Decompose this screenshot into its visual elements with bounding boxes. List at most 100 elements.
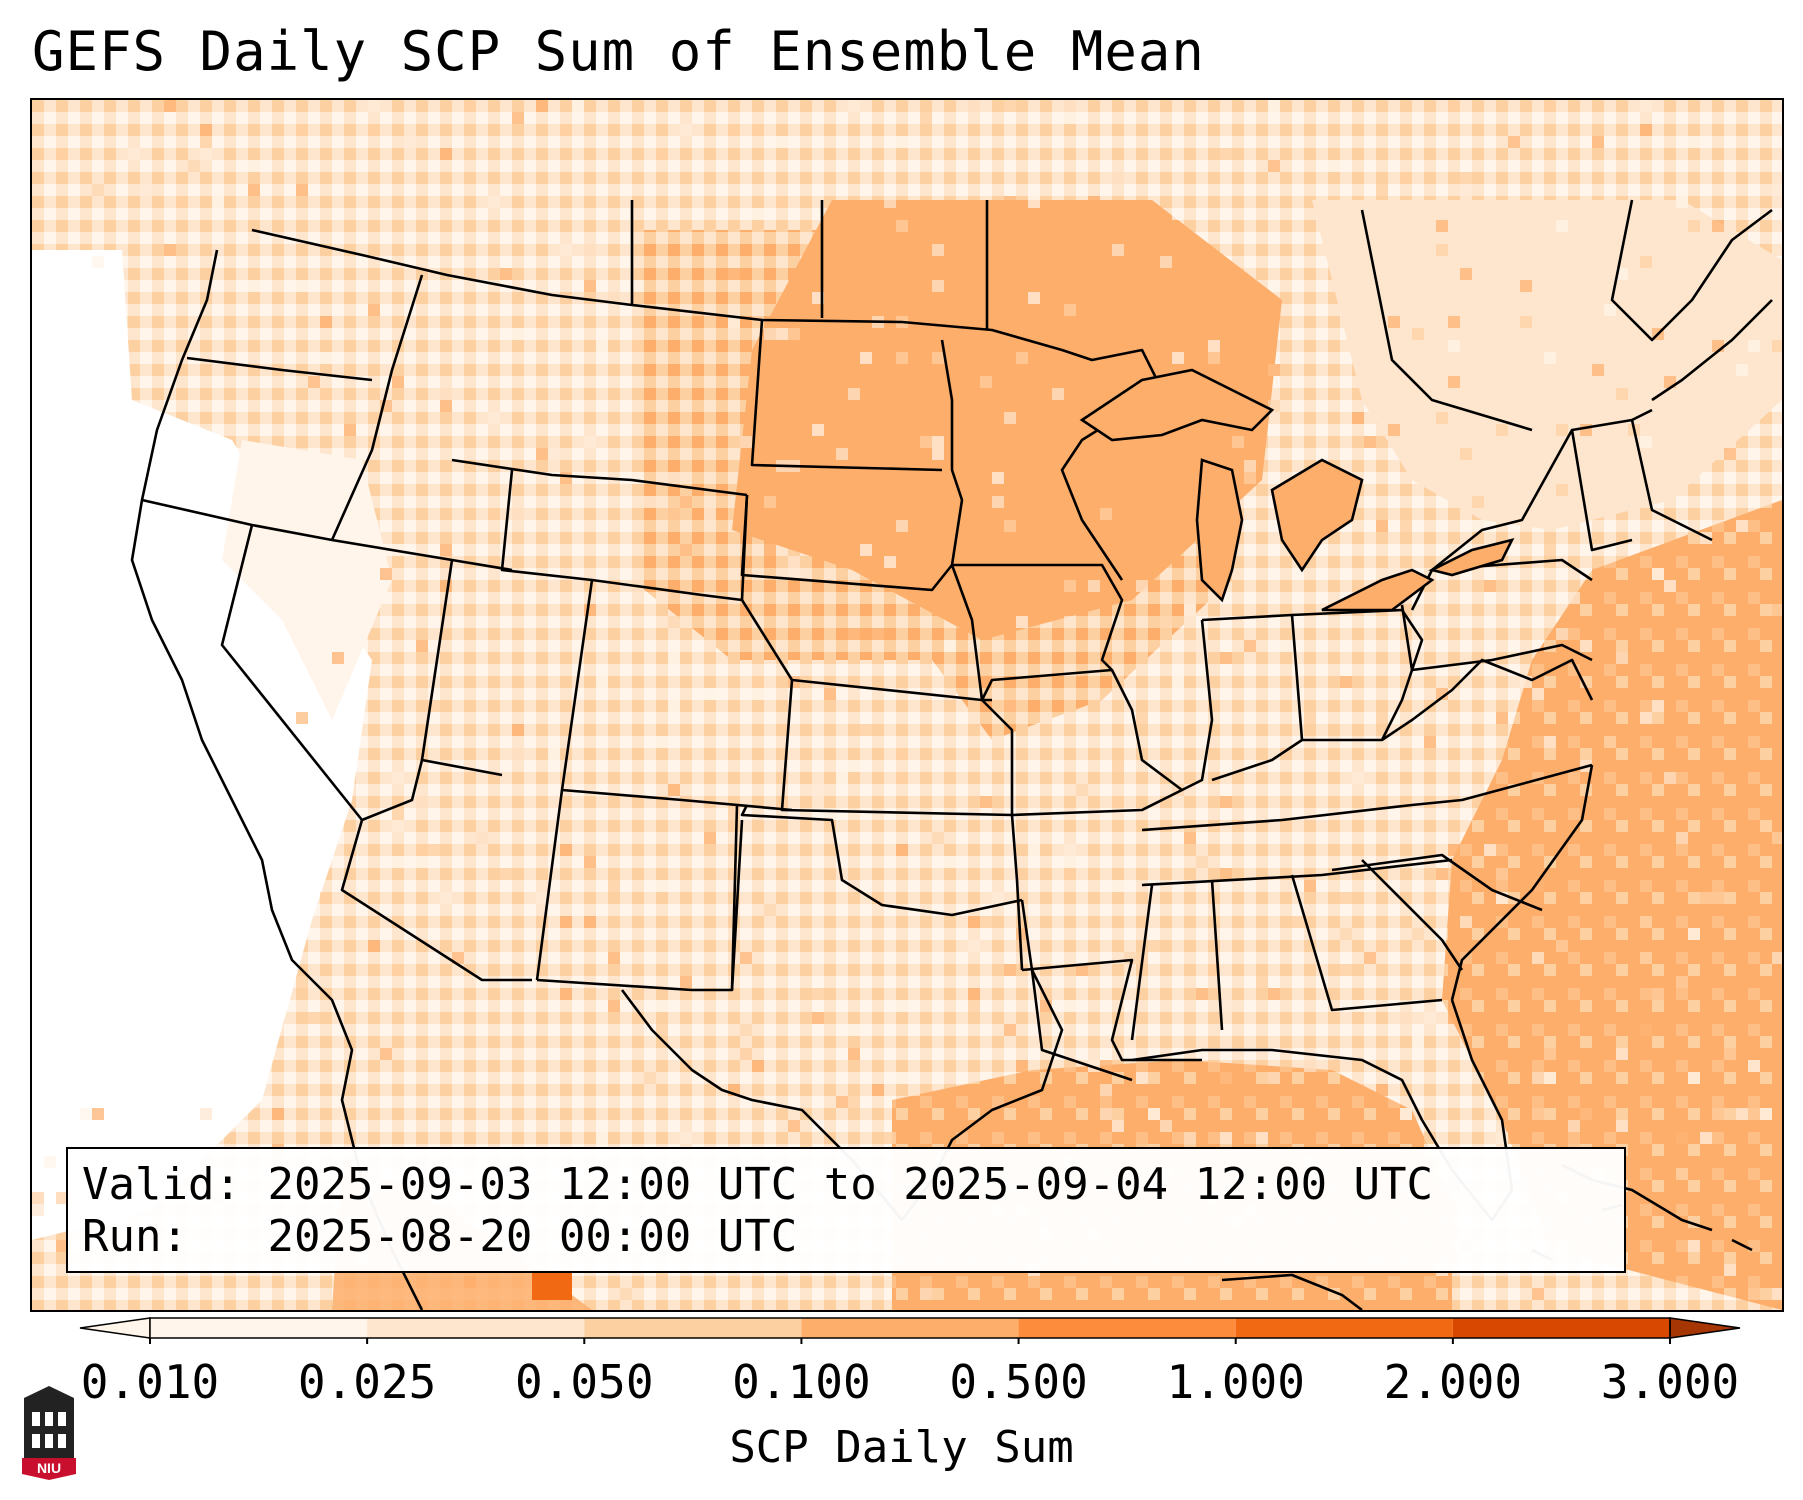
grid-cell (668, 928, 680, 940)
grid-cell (788, 244, 800, 256)
map-frame (30, 98, 1784, 1312)
grid-cell (1772, 952, 1782, 964)
grid-cell (1568, 1120, 1580, 1132)
grid-cell (908, 1084, 920, 1096)
grid-cell (1064, 304, 1076, 316)
northeast-region (1312, 200, 1782, 530)
grid-cell (1532, 880, 1544, 892)
grid-cell (1388, 784, 1400, 796)
grid-cell (1580, 892, 1592, 904)
grid-cell (1484, 928, 1496, 940)
grid-cell (812, 1012, 824, 1024)
grid-cell (1748, 1108, 1760, 1120)
grid-cell (248, 184, 260, 196)
grid-cell (1064, 112, 1076, 124)
grid-cell (1568, 268, 1580, 280)
colorbar-segment (1018, 1318, 1236, 1338)
grid-cell (560, 424, 572, 436)
grid-cell (1160, 580, 1172, 592)
logo-text: NIU (37, 1460, 61, 1476)
scp-map (32, 100, 1782, 1310)
grid-cell (1004, 100, 1016, 112)
grid-cell (1112, 880, 1124, 892)
grid-cell (1376, 952, 1388, 964)
grid-cell (1760, 820, 1772, 832)
grid-cell (560, 472, 572, 484)
grid-cell (1448, 100, 1460, 112)
grid-cell (1652, 700, 1664, 712)
colorbar-segment (150, 1318, 368, 1338)
grid-cell (1436, 616, 1448, 628)
grid-cell (1700, 1132, 1712, 1144)
grid-cell (1364, 436, 1376, 448)
grid-cell (536, 892, 548, 904)
grid-cell (668, 784, 680, 796)
grid-cell (1436, 688, 1448, 700)
grid-cell (440, 580, 452, 592)
grid-cell (548, 748, 560, 760)
grid-cell (164, 100, 176, 112)
grid-cell (1304, 1060, 1316, 1072)
grid-cell (1028, 292, 1040, 304)
grid-cell (632, 340, 644, 352)
colorbar-tick-label: 3.000 (1600, 1355, 1740, 1409)
grid-cell (560, 988, 572, 1000)
grid-cell (932, 448, 944, 460)
grid-cell (500, 868, 512, 880)
grid-cell (1352, 772, 1364, 784)
grid-cell (1028, 844, 1040, 856)
grid-cell (548, 448, 560, 460)
grid-cell (704, 508, 716, 520)
grid-cell (1700, 388, 1712, 400)
grid-cell (320, 388, 332, 400)
grid-cell (1004, 1024, 1016, 1036)
grid-cell (392, 772, 404, 784)
grid-cell (1304, 712, 1316, 724)
grid-cell (680, 124, 692, 136)
grid-cell (680, 1132, 692, 1144)
grid-cell (200, 136, 212, 148)
grid-cell (1436, 184, 1448, 196)
grid-cell (764, 940, 776, 952)
grid-cell (1712, 892, 1724, 904)
grid-cell (1004, 412, 1016, 424)
grid-cell (1532, 952, 1544, 964)
grid-cell (1688, 928, 1700, 940)
colorbar-tick-label: 0.050 (515, 1355, 654, 1409)
grid-cell (1556, 940, 1568, 952)
grid-cell (1640, 916, 1652, 928)
grid-cell (968, 1000, 980, 1012)
grid-cell (140, 220, 152, 232)
grid-cell (488, 412, 500, 424)
grid-cell (1064, 448, 1076, 460)
grid-cell (1112, 796, 1124, 808)
colorbar-tick-label: 0.010 (80, 1355, 220, 1409)
grid-cell (1124, 952, 1136, 964)
grid-cell (1268, 160, 1280, 172)
grid-cell (764, 328, 776, 340)
grid-cell (1688, 220, 1700, 232)
colorbar-tick-label: 1.000 (1166, 1355, 1305, 1409)
grid-cell (728, 268, 740, 280)
grid-cell (980, 796, 992, 808)
grid-cell (1184, 316, 1196, 328)
grid-cell (1556, 628, 1568, 640)
grid-cell (608, 1000, 620, 1012)
grid-cell (776, 448, 788, 460)
grid-cell (1268, 988, 1280, 1000)
grid-cell (1508, 136, 1520, 148)
grid-cell (1640, 952, 1652, 964)
grid-cell (1460, 916, 1472, 928)
grid-cell (1220, 652, 1232, 664)
grid-cell (944, 640, 956, 652)
grid-cell (212, 196, 224, 208)
grid-cell (656, 1024, 668, 1036)
grid-cell (848, 1024, 860, 1036)
grid-cell (980, 376, 992, 388)
grid-cell (932, 832, 944, 844)
grid-cell (1592, 364, 1604, 376)
colorbar-segment (1452, 1318, 1670, 1338)
grid-cell (1724, 1048, 1736, 1060)
grid-cell (1568, 592, 1580, 604)
grid-cell (296, 124, 308, 136)
